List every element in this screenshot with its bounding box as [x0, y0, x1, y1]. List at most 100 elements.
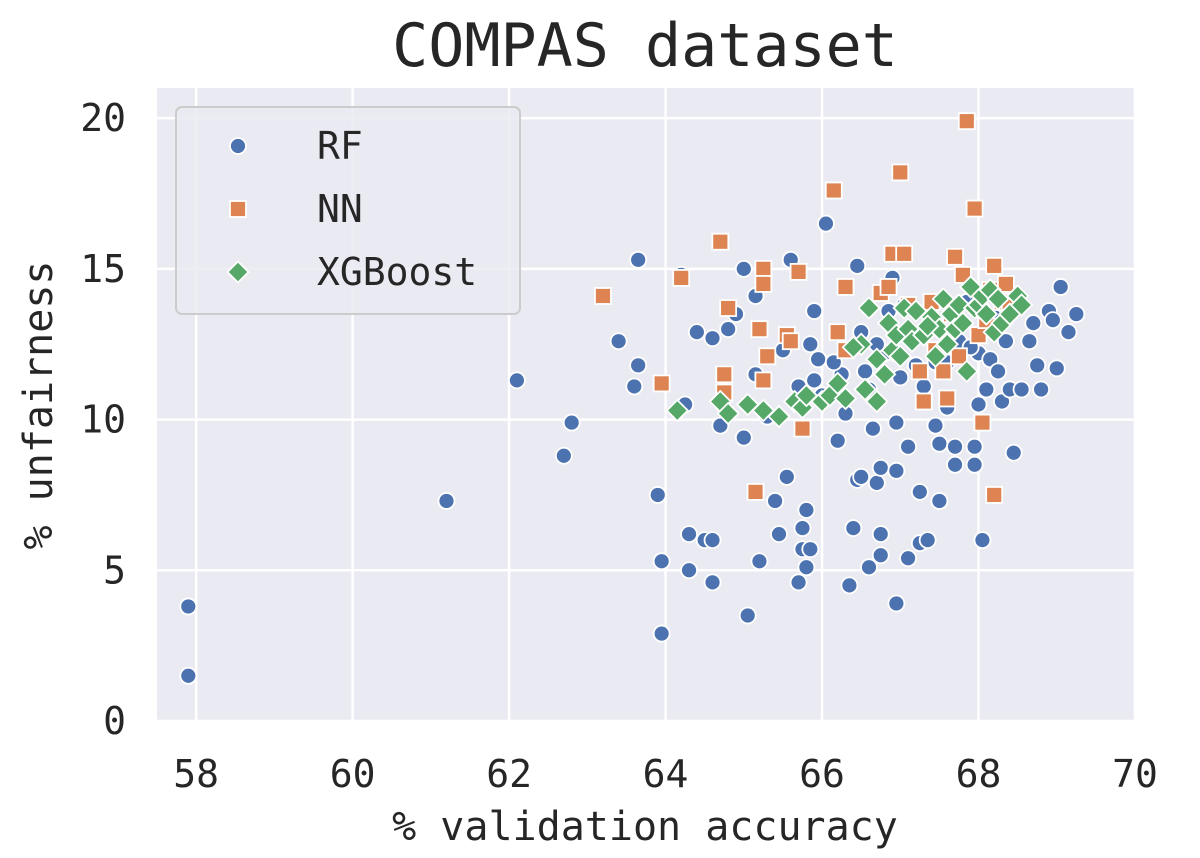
- legend-label-xgboost: XGBoost: [317, 250, 477, 294]
- rf-point: [738, 606, 757, 625]
- rf-point: [918, 531, 937, 550]
- rf-point: [1012, 380, 1031, 399]
- rf-point: [179, 597, 198, 616]
- rf-point: [926, 416, 945, 435]
- rf-point: [871, 458, 890, 477]
- rf-point: [797, 558, 816, 577]
- rf-point: [805, 302, 824, 320]
- rf-point: [828, 431, 847, 450]
- rf-point: [891, 368, 910, 387]
- xgboost-point: [853, 377, 877, 402]
- rf-point: [629, 356, 648, 375]
- rf-point: [997, 332, 1015, 351]
- chart-title: COMPAS dataset: [392, 11, 898, 81]
- rf-point: [871, 546, 890, 565]
- rf-point: [840, 576, 859, 595]
- x-axis-label: % validation accuracy: [392, 804, 898, 850]
- nn-point: [934, 362, 953, 381]
- nn-point: [754, 275, 773, 293]
- x-tick-label: 66: [799, 752, 845, 796]
- rf-point: [946, 437, 964, 456]
- rf-point: [687, 323, 706, 342]
- xgboost-point: [1009, 293, 1034, 317]
- rf-point: [844, 519, 863, 537]
- rf-point: [625, 377, 644, 396]
- xgboost-point: [857, 296, 881, 320]
- xgboost-point: [841, 335, 866, 360]
- rf-point: [805, 371, 824, 390]
- rf-point: [554, 446, 573, 465]
- y-tick-label: 15: [80, 247, 126, 291]
- rf-point: [766, 492, 784, 510]
- rf-point: [977, 380, 996, 399]
- rf-point: [910, 483, 929, 501]
- y-tick-labels: 0 5 10 15 20: [80, 96, 126, 743]
- nn-point: [950, 347, 968, 366]
- rf-point: [680, 525, 698, 544]
- xgboost-point: [915, 314, 940, 338]
- legend-label-rf: RF: [317, 124, 363, 168]
- rf-point: [1020, 332, 1039, 351]
- rf-point: [1028, 356, 1047, 375]
- rf-point: [1051, 278, 1070, 296]
- y-axis-label: % unfairness: [16, 261, 62, 550]
- xgboost-point: [825, 371, 850, 396]
- xgboost-point: [923, 344, 948, 369]
- rf-point: [809, 350, 828, 369]
- rf-point: [852, 467, 871, 486]
- y-tick-label: 20: [80, 96, 126, 140]
- rf-point: [969, 395, 988, 414]
- x-tick-label: 64: [643, 752, 689, 796]
- rf-point: [973, 531, 992, 550]
- rf-point: [719, 320, 738, 339]
- rf-point: [609, 332, 628, 351]
- xgboost-point: [833, 386, 858, 411]
- rf-point: [965, 455, 984, 474]
- xgboost-point: [872, 362, 897, 387]
- data-points: [179, 112, 1086, 685]
- legend-frame: [175, 106, 521, 315]
- rf-point: [1059, 323, 1078, 342]
- rf-point: [652, 552, 671, 571]
- x-tick-label: 60: [330, 752, 376, 796]
- rf-point: [867, 473, 886, 492]
- nn-point: [946, 247, 964, 266]
- rf-point: [914, 377, 933, 396]
- nn-point: [953, 265, 972, 284]
- nn-point: [914, 392, 933, 411]
- rf-point: [680, 561, 698, 580]
- legend: RF NN XGBoost: [175, 106, 521, 315]
- nn-point: [985, 256, 1004, 275]
- nn-point: [758, 347, 777, 366]
- rf-point: [1004, 443, 1023, 462]
- rf-point: [965, 437, 984, 456]
- rf-point: [848, 256, 867, 275]
- rf-point: [863, 419, 882, 438]
- rf-point: [801, 335, 820, 354]
- rf-point: [899, 437, 918, 456]
- legend-marker-nn: [229, 200, 247, 218]
- rf-point: [629, 250, 648, 269]
- rf-point: [179, 666, 198, 685]
- rf-point: [1047, 359, 1066, 378]
- rf-point: [946, 455, 964, 474]
- rf-point: [1032, 380, 1051, 399]
- series-xgboost: [665, 275, 1034, 429]
- nn-point: [895, 244, 914, 263]
- rf-point: [930, 492, 949, 510]
- xgboost-point: [935, 332, 959, 356]
- nn-point: [957, 112, 976, 131]
- rf-point: [562, 413, 581, 432]
- xgboost-point: [974, 302, 999, 326]
- nn-point: [938, 389, 957, 408]
- nn-point: [789, 262, 808, 281]
- nn-point: [910, 362, 929, 381]
- rf-point: [703, 573, 722, 592]
- rf-point: [871, 525, 890, 544]
- rf-point: [1043, 311, 1062, 330]
- rf-point: [887, 413, 906, 432]
- rf-point: [437, 492, 456, 510]
- rf-point: [703, 531, 722, 550]
- nn-point: [715, 365, 734, 384]
- nn-point: [836, 278, 855, 296]
